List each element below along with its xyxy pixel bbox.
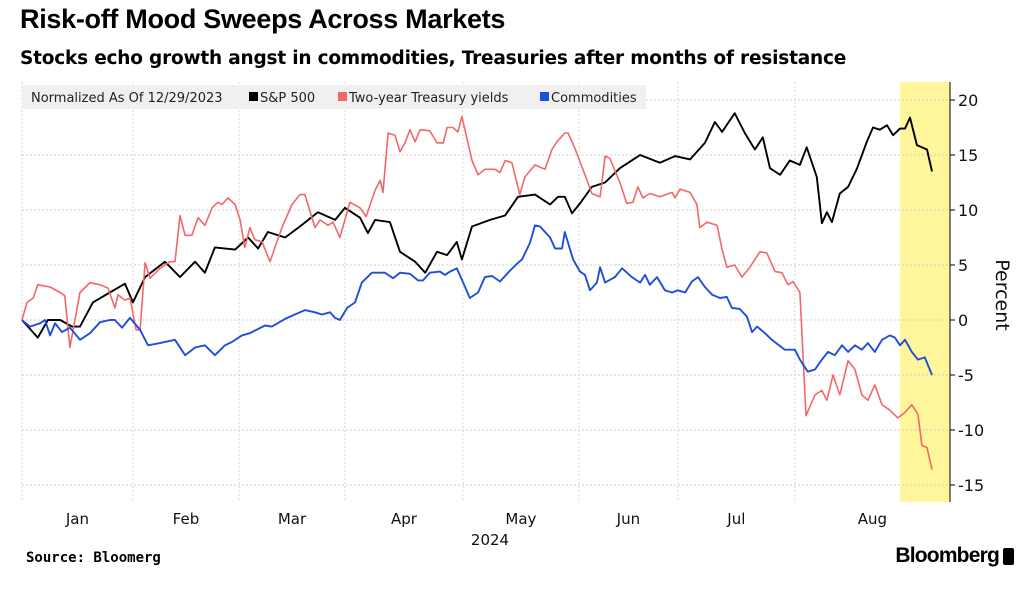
x-tick-label: Feb	[173, 510, 200, 528]
series-line-two-year-treasury-yields	[21, 115, 933, 470]
y-tick-label: -10	[958, 421, 984, 440]
y-tick-label: 15	[958, 146, 978, 165]
chart-title: Risk-off Mood Sweeps Across Markets	[20, 4, 506, 34]
y-tick-label: -5	[958, 366, 974, 385]
legend-swatch	[540, 92, 549, 101]
y-tick-label: 0	[958, 311, 968, 330]
x-tick-label: Jul	[726, 510, 745, 528]
bloomberg-logo: Bloomberg	[895, 544, 1014, 568]
y-axis-label: Percent	[991, 259, 1013, 331]
highlight-band	[899, 82, 950, 502]
x-tick-label: Mar	[278, 510, 307, 528]
y-tick-label: 5	[958, 256, 968, 275]
chart-subtitle: Stocks echo growth angst in commodities,…	[20, 48, 847, 69]
legend-note: Normalized As Of 12/29/2023	[31, 91, 223, 106]
legend-label: S&P 500	[260, 91, 315, 106]
x-tick-label: Jun	[616, 510, 640, 528]
y-tick-label: 20	[958, 91, 978, 110]
series-line-commodities	[21, 224, 933, 376]
x-tick-label: Jan	[65, 510, 89, 528]
legend-label: Commodities	[551, 91, 637, 106]
series-line-s-p-500	[21, 112, 933, 339]
bloomberg-terminal-icon	[1003, 547, 1014, 565]
y-tick-label: -15	[958, 476, 984, 495]
source-note: Source: Bloomerg	[26, 550, 161, 566]
x-tick-label: May	[505, 510, 536, 528]
x-tick-label: Aug	[858, 510, 887, 528]
legend-swatch	[338, 92, 347, 101]
legend-swatch	[249, 92, 258, 101]
x-axis-label: 2024	[471, 531, 509, 549]
legend-label: Two-year Treasury yields	[348, 91, 509, 106]
y-tick-label: 10	[958, 201, 978, 220]
x-tick-label: Apr	[391, 510, 418, 528]
legend: Normalized As Of 12/29/2023 S&P 500 Two-ye…	[22, 85, 646, 109]
brand-name: Bloomberg	[895, 544, 999, 567]
